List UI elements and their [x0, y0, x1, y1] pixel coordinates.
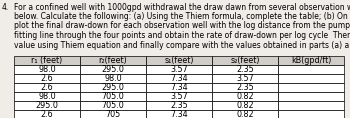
Text: 0.82: 0.82	[236, 110, 254, 118]
Bar	[212, 101, 278, 110]
Text: 295.0: 295.0	[36, 101, 58, 110]
Text: 7.34: 7.34	[170, 110, 188, 118]
Text: 7.34: 7.34	[170, 83, 188, 92]
Bar	[80, 56, 146, 65]
Bar	[14, 56, 80, 65]
Bar	[14, 65, 80, 74]
Bar	[278, 65, 344, 74]
Text: For a confined well with 1000gpd withdrawal the draw dawn from several observati: For a confined well with 1000gpd withdra…	[14, 2, 350, 11]
Text: 705: 705	[105, 110, 121, 118]
Bar	[278, 101, 344, 110]
Bar	[80, 83, 146, 92]
Bar	[14, 110, 80, 118]
Text: kB(gpd/ft): kB(gpd/ft)	[291, 56, 331, 65]
Text: 705.0: 705.0	[102, 101, 124, 110]
Text: 2.35: 2.35	[236, 65, 254, 74]
Bar	[80, 92, 146, 101]
Bar	[278, 83, 344, 92]
Bar	[80, 101, 146, 110]
Bar	[212, 110, 278, 118]
Text: 2.35: 2.35	[170, 101, 188, 110]
Text: fitting line through the four points and obtain the rate of draw-down per log cy: fitting line through the four points and…	[14, 31, 350, 40]
Text: 3.57: 3.57	[170, 92, 188, 101]
Text: 98.0: 98.0	[104, 74, 122, 83]
Bar	[278, 92, 344, 101]
Text: plot the final draw-down for each observation well with the log distance from th: plot the final draw-down for each observ…	[14, 21, 350, 30]
Bar	[278, 56, 344, 65]
Bar	[80, 65, 146, 74]
Text: s₁(feet): s₁(feet)	[164, 56, 194, 65]
Text: below. Calculate the following: (a) Using the Thiem formula, complete the table;: below. Calculate the following: (a) Usin…	[14, 12, 350, 21]
Text: 2.6: 2.6	[41, 74, 53, 83]
Text: 98.0: 98.0	[38, 65, 56, 74]
Text: 7.34: 7.34	[170, 74, 188, 83]
Bar	[146, 56, 212, 65]
Bar	[146, 74, 212, 83]
Bar	[212, 65, 278, 74]
Bar	[146, 65, 212, 74]
Text: 2.6: 2.6	[41, 83, 53, 92]
Bar	[146, 110, 212, 118]
Text: 295.0: 295.0	[102, 65, 125, 74]
Bar	[278, 74, 344, 83]
Text: r₁ (feet): r₁ (feet)	[32, 56, 63, 65]
Bar	[212, 92, 278, 101]
Bar	[212, 83, 278, 92]
Bar	[80, 74, 146, 83]
Text: 3.57: 3.57	[170, 65, 188, 74]
Text: 4.: 4.	[2, 2, 9, 11]
Bar	[14, 74, 80, 83]
Bar	[14, 83, 80, 92]
Bar	[212, 74, 278, 83]
Text: 98.0: 98.0	[38, 92, 56, 101]
Text: 2.6: 2.6	[41, 110, 53, 118]
Bar	[146, 83, 212, 92]
Bar	[14, 92, 80, 101]
Text: 0.82: 0.82	[236, 101, 254, 110]
Text: 0.82: 0.82	[236, 92, 254, 101]
Text: 705.0: 705.0	[102, 92, 124, 101]
Bar	[278, 110, 344, 118]
Text: value using Thiem equation and finally compare with the values obtained in parts: value using Thiem equation and finally c…	[14, 40, 350, 49]
Bar	[146, 92, 212, 101]
Bar	[146, 101, 212, 110]
Text: r₂(feet): r₂(feet)	[99, 56, 127, 65]
Text: 3.57: 3.57	[236, 74, 254, 83]
Bar	[80, 110, 146, 118]
Bar	[212, 56, 278, 65]
Text: s₂(feet): s₂(feet)	[230, 56, 260, 65]
Text: 2.35: 2.35	[236, 83, 254, 92]
Text: 295.0: 295.0	[102, 83, 125, 92]
Bar	[14, 101, 80, 110]
